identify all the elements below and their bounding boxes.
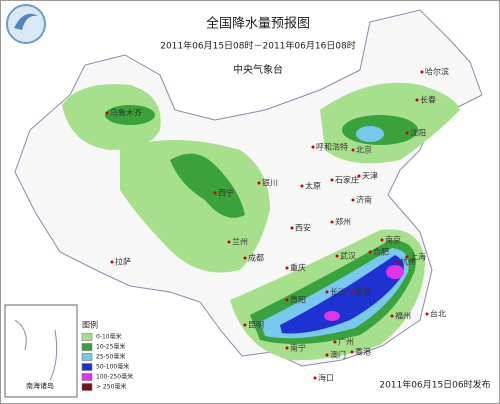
city-label: 兰州 xyxy=(232,237,248,247)
period: 2011年06月15日08时－2011年06月16日08时 xyxy=(160,40,356,52)
city-label: 哈尔滨 xyxy=(425,67,449,77)
legend-swatch xyxy=(81,343,93,351)
city-label: 重庆 xyxy=(290,263,306,273)
city-label: 福州 xyxy=(395,312,411,321)
city-label: 乌鲁木齐 xyxy=(110,108,142,118)
legend-swatch xyxy=(81,383,93,391)
city-label: 长春 xyxy=(420,95,436,105)
city-label: 南京 xyxy=(385,235,401,245)
city-dot xyxy=(227,240,231,244)
legend: 0-10毫米 10-25毫米 25-50毫米 50-100毫米 100-250毫米 > 2… xyxy=(81,333,133,391)
city-dot xyxy=(313,376,317,380)
city-dot xyxy=(325,353,329,357)
city-label: 广州 xyxy=(338,337,354,347)
city-dot xyxy=(285,266,289,270)
city-label: 上海 xyxy=(410,252,426,262)
city-label: 成都 xyxy=(248,253,264,263)
city-dot xyxy=(350,350,354,354)
city-dot xyxy=(380,238,384,242)
city-dot xyxy=(420,70,424,74)
inset-label: 南海诸岛 xyxy=(26,381,54,390)
city-dot xyxy=(213,191,217,195)
city-dot xyxy=(285,346,289,350)
city-dot xyxy=(290,226,294,230)
city-dot xyxy=(300,184,304,188)
rain-areas xyxy=(62,82,460,361)
city-dot xyxy=(350,290,354,294)
inset-box xyxy=(4,304,78,398)
city-dot xyxy=(390,314,394,318)
city-label: 太原 xyxy=(305,181,321,191)
city-dot xyxy=(243,256,247,260)
city-dot xyxy=(351,198,355,202)
legend-title: 图例 xyxy=(82,320,98,330)
legend-label: 25-50毫米 xyxy=(96,353,125,361)
city-label: 贵阳 xyxy=(290,295,306,305)
city-dot xyxy=(357,174,361,178)
legend-label: 50-100毫米 xyxy=(96,363,129,371)
city-dot xyxy=(368,250,372,254)
city-label: 南宁 xyxy=(290,343,306,353)
city-dot xyxy=(405,131,409,135)
legend-swatch xyxy=(81,333,93,341)
inset-coast xyxy=(14,319,58,381)
city-dot xyxy=(405,255,409,259)
legend-swatch xyxy=(81,373,93,381)
legend-label: > 250毫米 xyxy=(96,383,126,391)
city-dot xyxy=(351,148,355,152)
city-dot xyxy=(325,290,329,294)
legend-label: 10-25毫米 xyxy=(96,343,125,351)
city-label: 合肥 xyxy=(373,247,389,257)
city-label: 澳门 xyxy=(330,350,346,360)
city-label: 海口 xyxy=(318,373,334,383)
city-label: 天津 xyxy=(362,171,378,181)
city-dot xyxy=(335,254,339,258)
city-dot xyxy=(110,260,114,264)
city-label: 杭州 xyxy=(400,257,416,267)
logo xyxy=(6,4,46,44)
legend-swatch xyxy=(81,363,93,371)
city-label: 西安 xyxy=(295,223,311,233)
city-dot xyxy=(333,340,337,344)
legend-label: 0-10毫米 xyxy=(96,333,122,341)
city-dot xyxy=(425,312,429,316)
city-label: 拉萨 xyxy=(115,257,131,267)
footer: 2011年06月15日06时发布 xyxy=(379,379,490,391)
city-label: 呼和浩特 xyxy=(316,142,348,152)
city-label: 长沙 xyxy=(330,287,346,297)
city-dot xyxy=(257,181,261,185)
city-dot xyxy=(105,111,109,115)
agency: 中央气象台 xyxy=(233,63,283,76)
city-dot xyxy=(415,98,419,102)
city-label: 台北 xyxy=(430,309,446,319)
city-label: 沈阳 xyxy=(410,128,426,138)
city-dot xyxy=(330,178,334,182)
city-label: 北京 xyxy=(356,145,372,155)
city-dot xyxy=(243,323,247,327)
city-dot xyxy=(330,220,334,224)
city-label: 西宁 xyxy=(218,188,234,198)
city-label: 银川 xyxy=(262,178,278,188)
city-label: 昆明 xyxy=(248,321,264,330)
legend-label: 100-250毫米 xyxy=(96,373,133,381)
city-label: 南昌 xyxy=(355,287,371,297)
legend-swatch xyxy=(81,353,93,361)
city-label: 武汉 xyxy=(340,251,356,261)
title: 全国降水量预报图 xyxy=(206,16,310,32)
city-label: 郑州 xyxy=(335,217,351,227)
city-dot xyxy=(311,145,315,149)
city-dot xyxy=(395,260,399,264)
city-label: 济南 xyxy=(356,195,372,205)
city-label: 香港 xyxy=(355,347,371,357)
city-label: 石家庄 xyxy=(335,175,359,185)
city-dot xyxy=(285,298,289,302)
